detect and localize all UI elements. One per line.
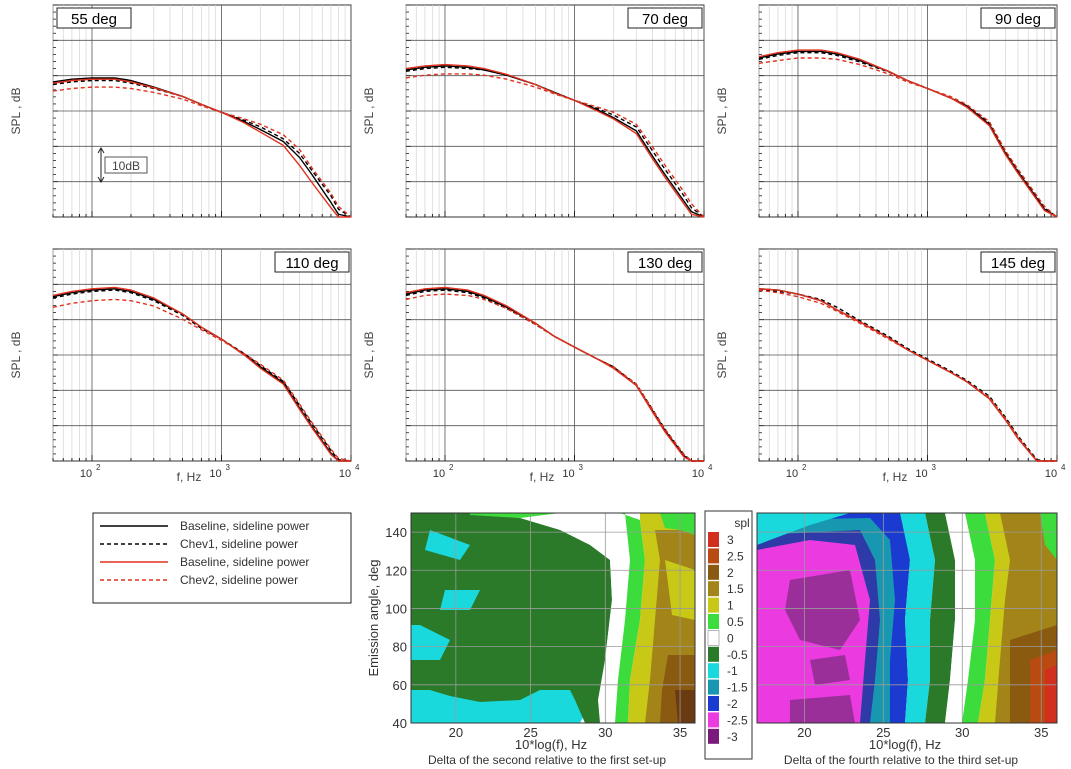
panel-label: 90 deg [995,11,1041,28]
x-tick-label: 10 [1045,468,1057,480]
colorbar-title: spl [734,516,749,530]
colorbar-label-9: -1.5 [727,681,748,695]
colorbar-label-1: 2.5 [727,549,744,563]
panel-label: 130 deg [638,255,692,272]
x-tick-label: 10 [339,468,351,480]
y-axis-label: SPL , dB [9,88,23,135]
region-neg3b [810,655,850,685]
x-tick-exponent: 3 [931,463,936,472]
colorbar-swatch-5 [708,614,719,629]
contour-x-tick-label: 35 [1034,725,1048,740]
x-tick-label: 10 [786,468,798,480]
x-tick-exponent: 3 [225,463,230,472]
panel-label: 110 deg [285,255,338,272]
contour-x-tick-label: 30 [598,725,612,740]
contour-x-tick-label: 20 [449,725,463,740]
contour-y-tick-label: 140 [385,525,407,540]
legend-label-0: Baseline, sideline power [180,519,309,533]
contour-x-axis-label: 10*log(f), Hz [869,737,941,752]
panel-3: 110 deg SPL , dB 10 2 10 3 10 4 f, Hz [9,249,360,484]
colorbar-swatch-12 [708,729,719,744]
contour-y-axis-label: Emission angle, deg [366,559,381,676]
legend: Baseline, sideline power Chev1, sideline … [93,513,351,603]
colorbar-swatch-0 [708,532,719,547]
colorbar-label-10: -2 [727,697,738,711]
colorbar-label-12: -3 [727,730,738,744]
x-tick-exponent: 2 [802,463,807,472]
x-axis-label: f, Hz [530,470,555,484]
colorbar-label-2: 2 [727,566,734,580]
colorbar-label-11: -2.5 [727,713,748,727]
legend-label-1: Chev1, sideline power [180,537,298,551]
x-tick-exponent: 3 [578,463,583,472]
region-pos3 [1045,665,1057,723]
y-axis-label: SPL , dB [362,88,376,135]
colorbar-label-3: 1.5 [727,582,744,596]
contour-y-tick-label: 120 [385,563,407,578]
contour-y-tick-label: 40 [393,716,407,731]
x-tick-label: 10 [433,468,445,480]
colorbar-swatch-11 [708,712,719,727]
colorbar-label-6: 0 [727,631,734,645]
contour-y-tick-label: 80 [393,640,407,655]
contour-y-tick-label: 60 [393,678,407,693]
contour-left [411,513,695,723]
colorbar-label-4: 1 [727,599,734,613]
colorbar-label-7: -0.5 [727,648,748,662]
panel-label: 70 deg [642,11,688,28]
contour-x-tick-label: 35 [673,725,687,740]
x-tick-label: 10 [209,468,221,480]
spl-panels: 55 deg SPL , dB 10dB 70 deg SPL , dB 90 deg SP… [9,5,1066,484]
panel-label: 145 deg [991,255,1045,272]
y-axis-label: SPL , dB [715,332,729,379]
x-tick-exponent: 4 [708,463,713,472]
colorbar-swatch-3 [708,581,719,596]
contour-x-tick-label: 30 [955,725,969,740]
legend-label-2: Baseline, sideline power [180,555,309,569]
contour-title: Delta of the fourth relative to the thir… [784,753,1018,767]
colorbar-swatch-1 [708,548,719,563]
contour-y-tick-label: 100 [385,601,407,616]
x-tick-exponent: 2 [96,463,101,472]
contour-title: Delta of the second relative to the firs… [428,753,666,767]
x-tick-exponent: 4 [1061,463,1066,472]
panel-2: 90 deg SPL , dB [715,5,1057,217]
x-axis-label: f, Hz [883,470,908,484]
y-axis-label: SPL , dB [9,332,23,379]
colorbar-swatch-2 [708,565,719,580]
contour-right [757,513,1057,723]
contour-x-tick-label: 20 [797,725,811,740]
y-axis-label: SPL , dB [362,332,376,379]
panel-label: 55 deg [71,11,117,28]
x-axis-label: f, Hz [177,470,202,484]
legend-label-3: Chev2, sideline power [180,573,298,587]
panel-5: 145 deg SPL , dB 10 2 10 3 10 4 f, Hz [715,249,1066,484]
region-neg3c [790,695,855,723]
x-tick-exponent: 4 [355,463,360,472]
x-tick-label: 10 [80,468,92,480]
region-pos25 [675,690,695,723]
colorbar-swatch-7 [708,647,719,662]
colorbar-swatch-10 [708,696,719,711]
panel-0: 55 deg SPL , dB 10dB [9,5,351,217]
x-tick-exponent: 2 [449,463,454,472]
y-axis-label: SPL , dB [715,88,729,135]
colorbar-label-0: 3 [727,533,734,547]
colorbar-swatch-4 [708,598,719,613]
scale-label: 10dB [112,159,140,173]
contour-x-axis-label: 10*log(f), Hz [515,737,587,752]
colorbar-label-8: -1 [727,664,738,678]
colorbar-label-5: 0.5 [727,615,744,629]
colorbar-swatch-8 [708,663,719,678]
colorbar: spl3 2.5 2 1.5 1 0.5 0 -0.5 -1 -1.5 -2 -2.5 -3 [705,511,752,759]
x-tick-label: 10 [692,468,704,480]
x-tick-label: 10 [915,468,927,480]
panel-1: 70 deg SPL , dB [362,5,704,217]
colorbar-swatch-6 [708,630,719,645]
colorbar-swatch-9 [708,680,719,695]
panel-4: 130 deg SPL , dB 10 2 10 3 10 4 f, Hz [362,249,713,484]
x-tick-label: 10 [562,468,574,480]
